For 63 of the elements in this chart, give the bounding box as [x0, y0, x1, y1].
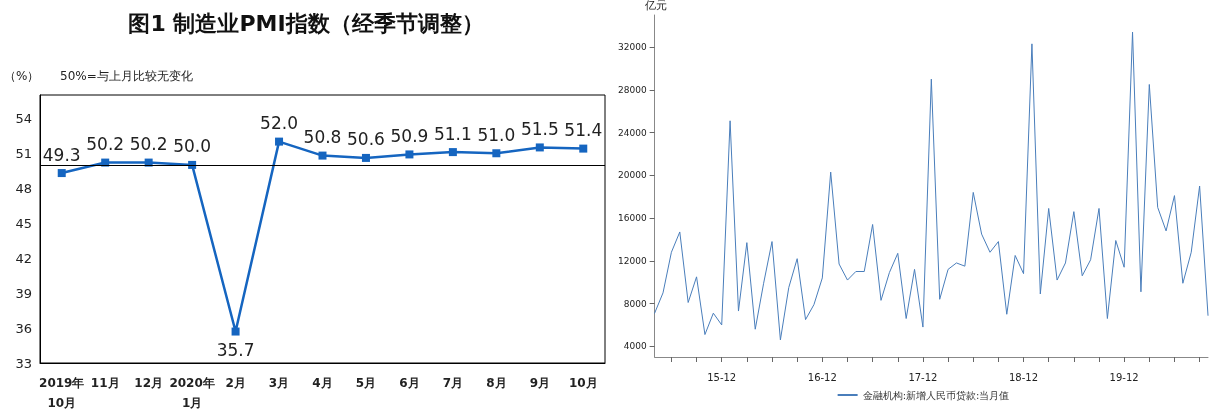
data-label: 52.0 [260, 113, 298, 134]
y-tick-label: 33 [15, 355, 32, 371]
x-tick-label: 8月 [486, 376, 507, 390]
data-label: 50.2 [86, 134, 125, 155]
x-tick-label: 12月 [134, 376, 164, 390]
point [448, 148, 457, 157]
y-tick-label: 24000 [617, 127, 647, 138]
point [361, 153, 370, 162]
y-tick-label: 32000 [617, 42, 647, 53]
data-label: 51.1 [433, 123, 472, 144]
x-tick-label: 11月 [90, 376, 120, 390]
x-tick-label: 7月 [442, 376, 464, 390]
legend-label: 金融机构:新增人民币贷款:当月值 [862, 389, 1010, 401]
text: 50%=与上月比较无变化 [60, 69, 193, 83]
x-tick-label: 10月 [568, 376, 598, 390]
x-tick-label: 2020年 1月 [169, 376, 215, 410]
y-tick-label: 20000 [617, 170, 647, 181]
x-tick-label: 6月 [399, 376, 420, 390]
data-label: 51.0 [477, 124, 516, 145]
data-label: 49.3 [42, 144, 81, 165]
x-tick-label: 16-12 [807, 371, 837, 383]
x-tick-label: 2月 [225, 376, 246, 390]
y-tick-label: 45 [15, 215, 32, 231]
y-axis-title: （%） [4, 69, 40, 83]
line-series [654, 31, 1209, 341]
point [492, 149, 501, 158]
point [231, 327, 240, 336]
y-axis-title: 亿元 [644, 0, 667, 12]
point [535, 143, 544, 152]
x-tick-label: 4月 [312, 376, 333, 390]
y-tick-label: 8000 [623, 298, 647, 309]
x-tick-label: 19-12 [1109, 371, 1139, 383]
data-label: 51.4 [564, 120, 603, 141]
point [405, 150, 414, 159]
y-tick-label: 39 [15, 285, 32, 301]
y-tick-label: 36 [15, 320, 32, 336]
point [318, 151, 327, 160]
x-tick-label: 3月 [268, 376, 290, 390]
y-tick-label: 28000 [617, 84, 647, 95]
x-tick-label: 9月 [529, 376, 550, 390]
y-tick-label: 42 [15, 250, 32, 266]
x-tick-label: 5月 [355, 376, 377, 390]
y-tick-label: 48 [15, 180, 32, 196]
data-label: 50.6 [347, 129, 385, 150]
y-tick-label: 4000 [623, 341, 647, 352]
y-tick-label: 16000 [617, 213, 647, 224]
y-tick-label: 12000 [617, 255, 647, 266]
x-tick-label: 17-12 [908, 371, 938, 383]
x-tick-label: 15-12 [707, 371, 737, 383]
x-tick-label: 18-12 [1009, 371, 1039, 383]
data-label: 51.5 [520, 118, 559, 139]
x-tick-label: 2019年 10月 [39, 376, 85, 410]
point [57, 169, 66, 178]
data-label: 50.2 [129, 134, 168, 155]
data-label: 35.7 [216, 340, 255, 361]
data-label: 50.0 [173, 136, 212, 157]
data-label: 50.9 [390, 125, 429, 146]
chart-title: 图1 制造业PMI指数（经季节调整） [128, 10, 484, 36]
point [275, 137, 284, 146]
data-label: 50.8 [303, 127, 342, 148]
point [579, 144, 588, 153]
y-tick-label: 54 [15, 110, 32, 126]
y-tick-label: 51 [15, 145, 32, 161]
